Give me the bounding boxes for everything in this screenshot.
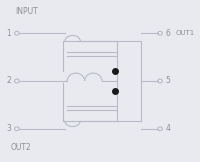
Text: 1: 1 <box>6 29 11 38</box>
Text: 4: 4 <box>166 124 171 133</box>
Text: 6: 6 <box>166 29 171 38</box>
Text: INPUT: INPUT <box>15 7 38 16</box>
Text: OUT2: OUT2 <box>11 143 32 152</box>
Text: 2: 2 <box>6 76 11 86</box>
Text: OUT1: OUT1 <box>176 30 195 36</box>
Text: 5: 5 <box>166 76 171 86</box>
Text: 3: 3 <box>6 124 11 133</box>
